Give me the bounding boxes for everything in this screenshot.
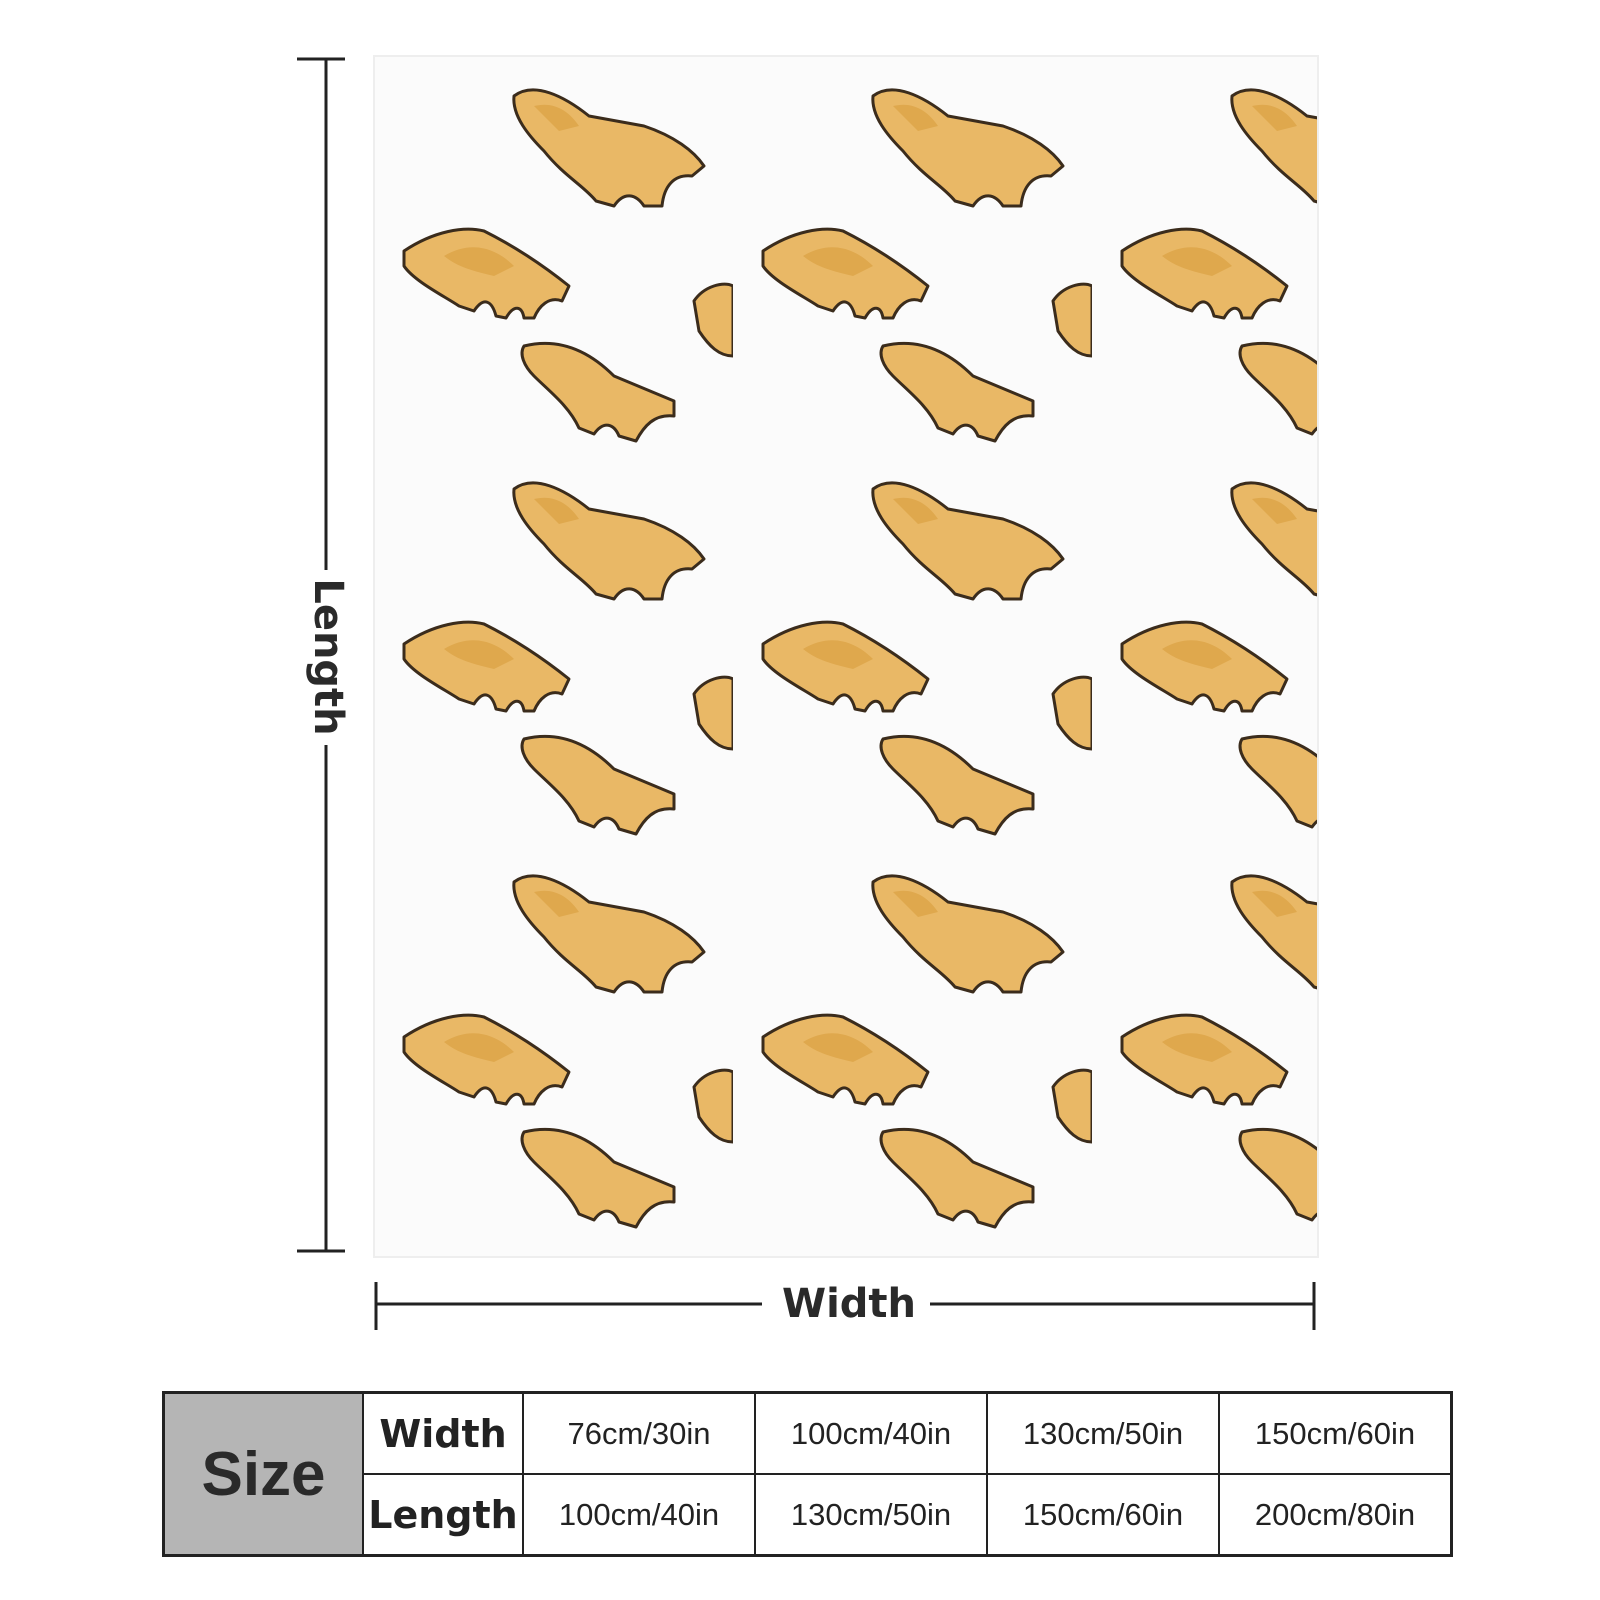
cell: 130cm/50in xyxy=(754,1473,988,1557)
width-label: Width xyxy=(782,1281,916,1327)
cell: 100cm/40in xyxy=(522,1473,756,1557)
row-label: Width xyxy=(362,1391,524,1475)
cell: 150cm/60in xyxy=(986,1473,1220,1557)
product-illustration: Length Width xyxy=(297,55,1319,1330)
length-label: Length xyxy=(305,578,351,735)
cell: 130cm/50in xyxy=(986,1391,1220,1475)
width-dimension xyxy=(374,1282,1316,1330)
cell: 200cm/80in xyxy=(1218,1473,1453,1557)
length-dimension xyxy=(297,57,345,1253)
size-table: Size Width 76cm/30in 100cm/40in 130cm/50… xyxy=(162,1391,1453,1557)
blanket xyxy=(373,55,1319,1258)
cell: 100cm/40in xyxy=(754,1391,988,1475)
cell: 76cm/30in xyxy=(522,1391,756,1475)
table-row: Length 100cm/40in 130cm/50in 150cm/60in … xyxy=(164,1473,1453,1557)
cell: 150cm/60in xyxy=(1218,1391,1453,1475)
size-header: Size xyxy=(162,1391,364,1557)
row-label: Length xyxy=(362,1473,524,1557)
table-row: Size Width 76cm/30in 100cm/40in 130cm/50… xyxy=(162,1391,1453,1557)
